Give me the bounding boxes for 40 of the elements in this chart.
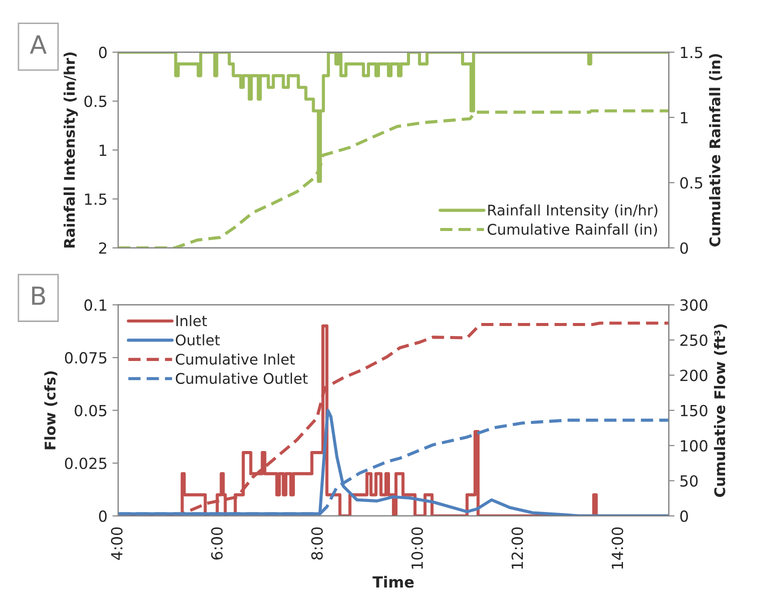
legend-label: Inlet: [176, 315, 207, 326]
x-axis-title: Time: [372, 576, 414, 588]
y-tick-label: 0: [98, 46, 107, 58]
x-tick-label: 6:00: [211, 527, 223, 560]
y2-tick-label: 200: [680, 370, 708, 382]
x-tick-label: 4:00: [110, 527, 123, 560]
y-tick-label: 0.5: [84, 96, 106, 108]
y2-tick-label: 150: [680, 404, 708, 416]
legend-label: Outlet: [176, 334, 220, 346]
x-tick-label: 8:00: [311, 527, 323, 560]
x-tick-label: 14:00: [612, 527, 624, 569]
y-axis-title: Flow (cfs): [44, 371, 58, 450]
y2-tick-label: 100: [680, 440, 708, 452]
y-tick-label: 1: [100, 144, 106, 156]
legend-label: Cumulative Rainfall (in): [488, 224, 657, 237]
y2-axis-title: Cumulative Rainfall (in): [709, 54, 722, 246]
y2-tick-label: 0: [680, 242, 688, 254]
y2-tick-label: 0.5: [680, 177, 702, 189]
y2-tick-label: 50: [680, 475, 698, 487]
legend-label: Cumulative Inlet: [176, 353, 295, 365]
y-axis-title: Rainfall Intensity (in/hr): [64, 52, 78, 248]
legend-label: Cumulative Outlet: [176, 372, 308, 384]
y-tick-label: 0.075: [64, 352, 106, 364]
y2-axis-title: Cumulative Flow (ft³): [714, 324, 727, 497]
y2-tick-label: 300: [680, 299, 708, 311]
x-tick-label: 10:00: [411, 527, 423, 569]
legend-label: Rainfall Intensity (in/hr): [488, 204, 658, 218]
y2-tick-label: 1: [680, 112, 688, 124]
y-tick-label: 0.1: [84, 299, 106, 311]
y2-tick-label: 1.5: [680, 46, 702, 58]
text: A: [30, 35, 47, 54]
y-tick-label: 1.5: [85, 194, 106, 205]
y2-tick-label: 250: [680, 334, 708, 346]
y-tick-label: 2: [99, 242, 106, 254]
x-tick-label: 12:00: [512, 527, 524, 569]
y-tick-label: 0: [98, 510, 107, 522]
y2-tick-label: 0: [680, 510, 688, 522]
text: B: [32, 286, 46, 305]
y-tick-label: 0.05: [74, 404, 106, 416]
y-tick-label: 0.025: [64, 458, 106, 470]
